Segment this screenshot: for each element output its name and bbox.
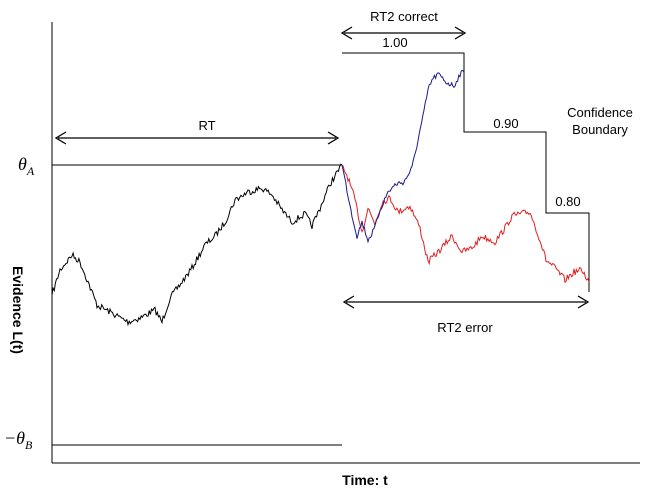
theta-a-label: θA [18, 154, 35, 178]
rt2-error-label: RT2 error [437, 320, 493, 335]
confidence-boundary-label-line1: Confidence [567, 105, 633, 120]
confidence-level-100: 1.00 [382, 35, 407, 50]
x-axis-title: Time: t [342, 472, 388, 488]
confidence-level-080: 0.80 [555, 194, 580, 209]
y-axis-title: Evidence L(t) [10, 266, 26, 354]
correct-post-decision-evidence-path [341, 69, 465, 244]
theta-b-label: −θB [4, 428, 33, 452]
rt2-error-double-arrow [342, 295, 590, 309]
rt2-correct-label: RT2 correct [370, 9, 438, 24]
rt2-correct-double-arrow [340, 26, 467, 40]
pre-decision-evidence-path [51, 163, 343, 327]
confidence-boundary-label-line2: Boundary [572, 122, 628, 137]
rt-double-arrow [54, 131, 340, 145]
error-post-decision-evidence-path [341, 164, 590, 284]
confidence-boundary-staircase [342, 52, 590, 292]
rt-label: RT [198, 118, 215, 133]
confidence-level-090: 0.90 [493, 116, 518, 131]
